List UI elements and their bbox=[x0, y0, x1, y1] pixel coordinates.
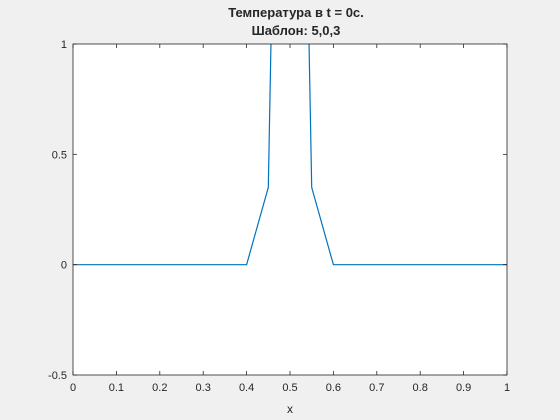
y-tick-label: 0 bbox=[61, 260, 67, 272]
series-line-0 bbox=[73, 44, 507, 266]
y-tick-label: 0.5 bbox=[52, 149, 67, 161]
x-tick-label: 0.3 bbox=[196, 382, 211, 394]
x-tick-label: 0.5 bbox=[282, 382, 297, 394]
plot-area bbox=[73, 44, 507, 375]
x-tick-label: 0.1 bbox=[109, 382, 124, 394]
x-tick-label: 1 bbox=[504, 382, 510, 394]
x-axis-label: x bbox=[287, 402, 293, 416]
chart-title: Температура в t = 0с. bbox=[228, 5, 364, 20]
y-tick-label: -0.5 bbox=[48, 370, 67, 382]
x-tick-label: 0.8 bbox=[413, 382, 428, 394]
x-tick-label: 0.4 bbox=[239, 382, 254, 394]
x-tick-label: 0.6 bbox=[326, 382, 341, 394]
axes-box bbox=[72, 43, 508, 376]
series-layer bbox=[73, 44, 507, 266]
tick-layer: 0 0.1 0.2 0.3 0.4 0.5 0.6 0.7 0.8 0.9 1-0.500.51 bbox=[48, 39, 510, 394]
x-tick-label: 0 bbox=[70, 382, 76, 394]
x-tick-label: 0.9 bbox=[456, 382, 471, 394]
chart-subtitle: Шаблон: 5,0,3 bbox=[252, 23, 341, 38]
y-tick-label: 1 bbox=[61, 39, 67, 51]
x-tick-label: 0.2 bbox=[152, 382, 167, 394]
x-tick-label: 0.7 bbox=[369, 382, 384, 394]
